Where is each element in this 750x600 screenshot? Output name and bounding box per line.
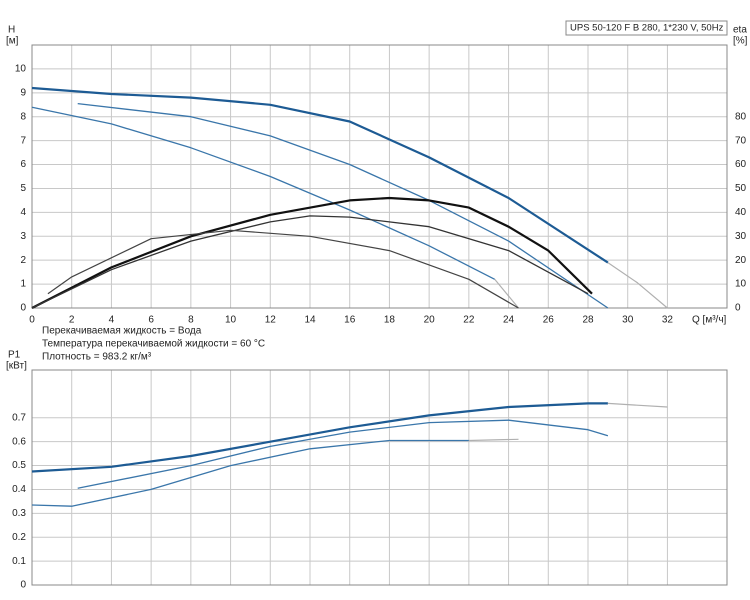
y2-axis-unit: [%] [733, 36, 748, 47]
curve [607, 402, 668, 408]
y2-tick-label: 40 [735, 207, 747, 218]
x-tick-label: 28 [582, 315, 594, 326]
y-tick-label: 1 [20, 279, 26, 290]
x-tick-label: 8 [188, 315, 194, 326]
y-tick-label: 0.7 [12, 412, 26, 423]
y2-tick-label: 0 [735, 303, 741, 314]
y-tick-label: 7 [20, 135, 26, 146]
x-tick-label: 12 [265, 315, 277, 326]
y2-tick-label: 50 [735, 183, 747, 194]
x-tick-label: 0 [29, 315, 35, 326]
curve [31, 439, 469, 507]
x-tick-label: 32 [662, 315, 674, 326]
curve [468, 438, 519, 442]
y2-tick-label: 20 [735, 255, 747, 266]
curve [77, 419, 609, 489]
y-axis-unit: [м] [6, 36, 19, 47]
y2-tick-label: 80 [735, 111, 747, 122]
y-tick-label: 9 [20, 87, 26, 98]
y-axis-unit: [кВт] [6, 361, 27, 372]
x-tick-label: 16 [344, 315, 356, 326]
x-tick-label: 10 [225, 315, 237, 326]
fluid-info: Перекачиваемая жидкость = Вода [42, 326, 202, 337]
x-tick-label: 26 [543, 315, 555, 326]
curve [47, 229, 519, 309]
y-axis-label: H [8, 25, 15, 36]
x-tick-label: 22 [463, 315, 475, 326]
curve [607, 262, 668, 309]
x-tick-label: 6 [148, 315, 154, 326]
x-tick-label: 24 [503, 315, 515, 326]
y-tick-label: 3 [20, 231, 26, 242]
chart-title: UPS 50-120 F B 280, 1*230 V, 50Hz [570, 23, 724, 34]
x-tick-label: 20 [424, 315, 436, 326]
y-tick-label: 6 [20, 159, 26, 170]
y-tick-label: 5 [20, 183, 26, 194]
y-tick-label: 0 [20, 580, 26, 591]
curve [31, 215, 589, 309]
y-tick-label: 0.3 [12, 508, 26, 519]
y2-tick-label: 10 [735, 279, 747, 290]
x-tick-label: 18 [384, 315, 396, 326]
y2-tick-label: 30 [735, 231, 747, 242]
y2-axis-label: eta [733, 25, 747, 36]
x-label-bg [685, 313, 727, 327]
y-tick-label: 0.1 [12, 556, 26, 567]
x-tick-label: 30 [622, 315, 634, 326]
y-tick-label: 0 [20, 303, 26, 314]
y-tick-label: 0.4 [12, 484, 26, 495]
title-box [565, 20, 728, 36]
curve [77, 102, 609, 309]
y2-tick-label: 60 [735, 159, 747, 170]
curve [494, 278, 519, 309]
plot-frame [31, 369, 728, 586]
curve [31, 86, 609, 264]
fluid-info: Температура перекачиваемой жидкости = 60… [42, 339, 265, 350]
y-tick-label: 8 [20, 111, 26, 122]
x-tick-label: 14 [304, 315, 316, 326]
curve [31, 106, 495, 280]
y-tick-label: 2 [20, 255, 26, 266]
y-tick-label: 0.5 [12, 460, 26, 471]
y-tick-label: 4 [20, 207, 26, 218]
x-axis-label: Q [м³/ч] [692, 315, 727, 326]
fluid-info: Плотность = 983.2 кг/м³ [42, 352, 152, 363]
y-tick-label: 0.2 [12, 532, 26, 543]
y2-tick-label: 70 [735, 135, 747, 146]
y-axis-label: P1 [8, 350, 21, 361]
x-tick-label: 4 [109, 315, 115, 326]
plot-frame [31, 44, 728, 309]
y-tick-label: 10 [15, 64, 27, 75]
curve [31, 402, 608, 473]
y-tick-label: 0.6 [12, 436, 26, 447]
x-tick-label: 2 [69, 315, 75, 326]
curve [31, 196, 593, 309]
